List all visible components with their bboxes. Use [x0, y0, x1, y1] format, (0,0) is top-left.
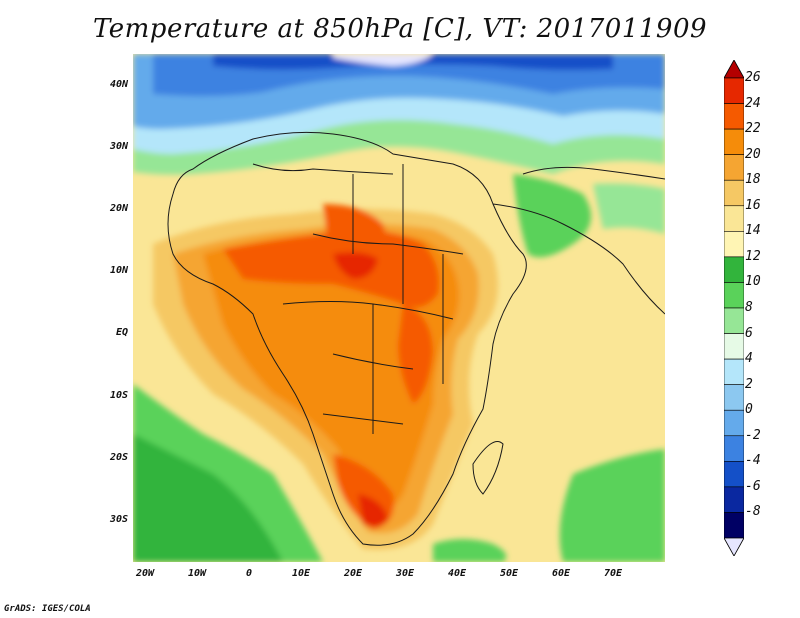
- lat-tick-eq: EQ: [115, 327, 128, 338]
- colorbar-label: 24: [745, 95, 761, 111]
- colorbar-segment: [724, 333, 744, 360]
- lat-tick-30n: 30N: [109, 141, 128, 152]
- colorbar-label: 2: [745, 376, 753, 392]
- lat-tick-30s: 30S: [109, 514, 128, 525]
- lat-tick-20n: 20N: [109, 203, 128, 214]
- temperature-map-canvas: [133, 54, 665, 562]
- temperature-field: [133, 54, 665, 562]
- colorbar-segment: [724, 307, 744, 334]
- lat-tick-10s: 10S: [109, 390, 128, 401]
- colorbar-label: 26: [745, 70, 761, 85]
- colorbar-label: -4: [745, 453, 761, 469]
- colorbar-label: 14: [745, 223, 761, 239]
- lon-tick-20w: 20W: [135, 568, 155, 579]
- colorbar-label: -8: [745, 504, 761, 520]
- colorbar-segment: [724, 409, 744, 437]
- lon-tick-10w: 10W: [187, 568, 207, 579]
- colorbar-segment: [724, 282, 744, 309]
- coastlines: [167, 131, 665, 546]
- lon-tick-40e: 40E: [447, 568, 467, 579]
- colorbar-label: 0: [745, 402, 753, 418]
- lat-tick-20s: 20S: [109, 452, 128, 463]
- colorbar-segment: [724, 461, 744, 488]
- colorbar-label: 8: [745, 300, 753, 315]
- colorbar-bottom-arrow: [724, 537, 744, 556]
- colorbar-segment: [724, 435, 744, 462]
- lon-tick-30e: 30E: [395, 568, 415, 579]
- colorbar-label: 22: [745, 121, 761, 137]
- colorbar-segment: [724, 103, 744, 130]
- lon-tick-50e: 50E: [499, 568, 519, 579]
- colorbar-label: 12: [745, 248, 761, 264]
- colorbar-segment: [724, 384, 744, 411]
- colorbar-label: -2: [745, 427, 761, 443]
- lon-tick-10e: 10E: [291, 568, 311, 579]
- colorbar-segment: [724, 512, 744, 539]
- colorbar-label: 20: [745, 146, 761, 162]
- colorbar-segment: [724, 358, 744, 385]
- colorbar-label: 10: [745, 274, 761, 290]
- colorbar-label: 16: [745, 197, 761, 213]
- map-title: Temperature at 850hPa [C], VT: 201701190…: [92, 14, 708, 44]
- lon-tick-0: 0: [245, 568, 253, 579]
- colorbar-label: 4: [745, 351, 753, 367]
- colorbar-segment: [724, 256, 744, 283]
- colorbar-segment: [724, 128, 744, 155]
- lon-tick-60e: 60E: [551, 568, 571, 579]
- colorbar-segment: [724, 205, 744, 232]
- lon-tick-20e: 20E: [343, 568, 363, 579]
- lon-tick-70e: 70E: [603, 568, 623, 579]
- colorbar-label: 18: [745, 172, 761, 188]
- temperature-map: [133, 54, 665, 562]
- lat-tick-40n: 40N: [109, 79, 128, 90]
- lat-tick-10n: 10N: [109, 265, 128, 276]
- colorbar-label: 6: [745, 325, 753, 341]
- colorbar-segment: [724, 77, 744, 104]
- colorbar-segment: [724, 154, 744, 181]
- colorbar-label: -6: [745, 478, 761, 494]
- colorbar-segment: [724, 231, 744, 258]
- colorbar-segment: [724, 179, 744, 207]
- colorbar: [724, 60, 744, 556]
- colorbar-top-arrow: [724, 60, 744, 79]
- colorbar-segment: [724, 486, 744, 513]
- credit-text: GrADS: IGES/COLA: [4, 604, 91, 614]
